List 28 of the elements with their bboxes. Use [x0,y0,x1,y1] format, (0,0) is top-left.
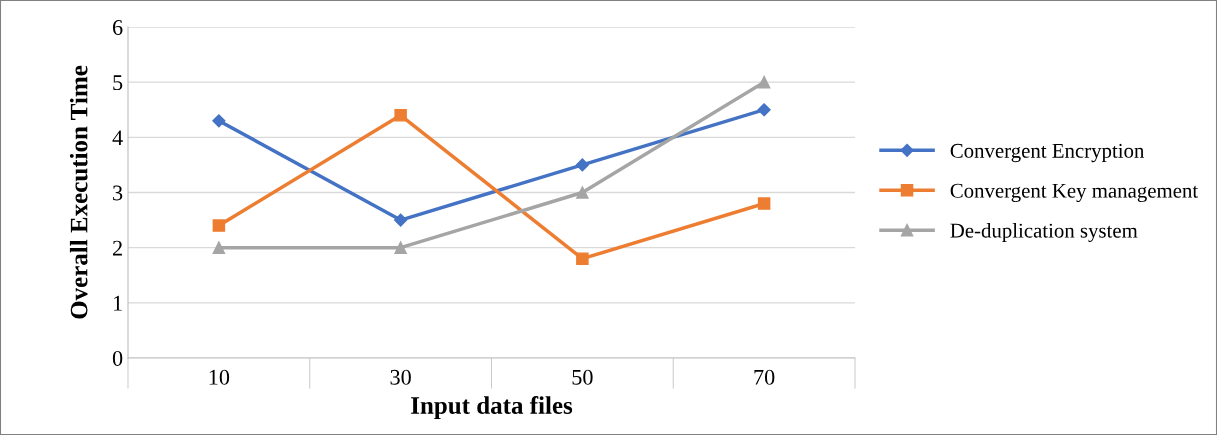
point [757,197,771,210]
point [757,103,771,117]
y-tick-label: 3 [113,185,123,201]
point [394,109,407,122]
y-tick-label: 4 [112,130,123,146]
point [394,241,407,254]
point [576,186,589,199]
y-axis-title: Overall Execution Time [69,65,88,319]
y-tick-label: 1 [113,295,122,311]
x-tick-label: 10 [209,369,230,385]
point [576,252,589,265]
x-axis-title: Input data files [411,396,573,419]
legend-label: De-duplication system [950,223,1138,242]
legend-label: Convergent Key management [950,183,1199,203]
y-tick-label: 5 [113,75,123,91]
y-tick-label: 0 [112,350,123,366]
point [212,241,226,254]
point [575,158,589,172]
y-tick-label: 2 [113,240,122,256]
y-tick-label: 6 [112,19,123,35]
x-tick-label: 30 [390,369,411,385]
point [212,114,226,128]
point [394,213,408,227]
x-tick-label: 50 [572,369,593,385]
point [757,75,771,89]
x-tick-label: 70 [754,369,775,385]
point [212,219,226,232]
legend-label: Convergent Encryption [950,143,1145,163]
